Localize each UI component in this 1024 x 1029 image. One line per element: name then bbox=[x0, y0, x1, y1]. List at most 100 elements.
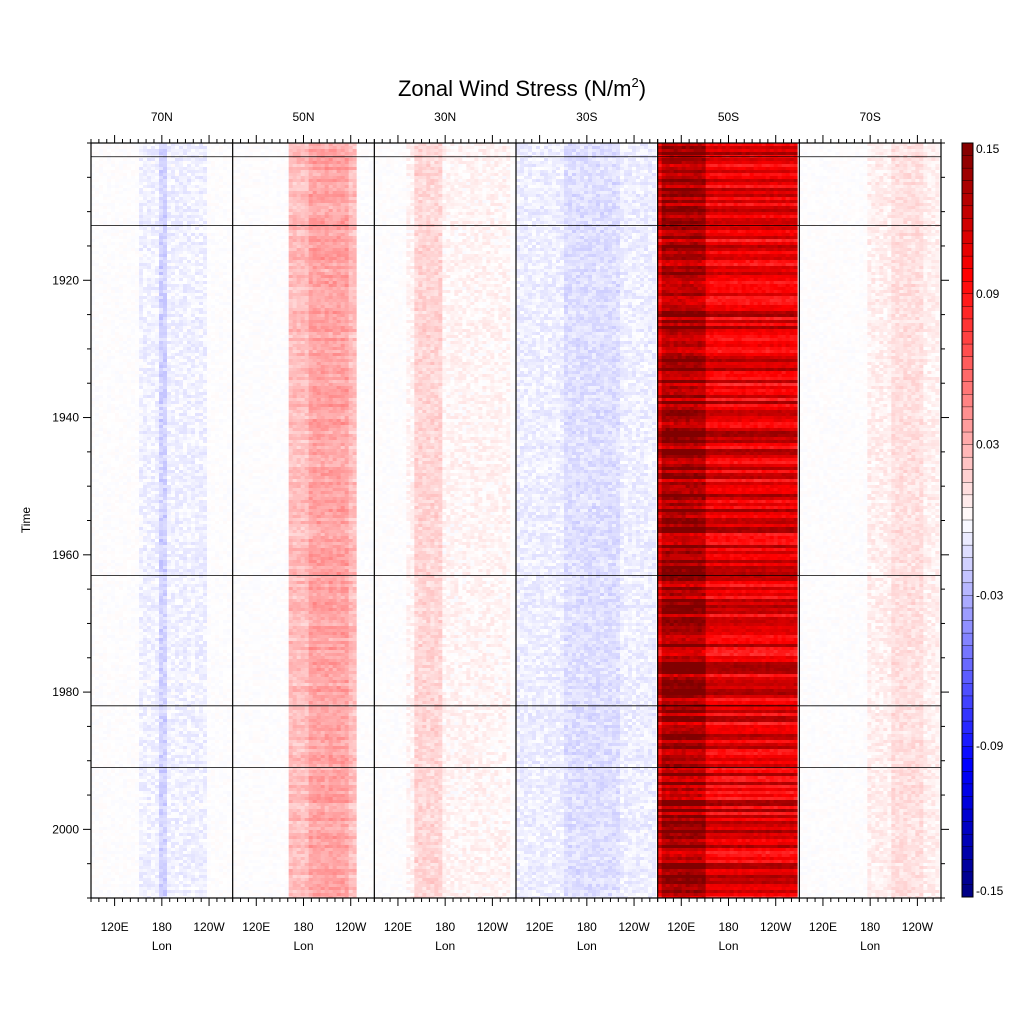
colorbar-segment bbox=[962, 306, 973, 319]
colorbar-segment bbox=[962, 583, 973, 596]
x-tick-label: 180 bbox=[718, 920, 738, 934]
y-tick-label: 1920 bbox=[52, 273, 79, 287]
colorbar-segment bbox=[962, 683, 973, 696]
colorbar-segment bbox=[962, 281, 973, 294]
x-tick-label: 120E bbox=[242, 920, 270, 934]
colorbar-segment bbox=[962, 834, 973, 847]
x-axis-label: Lon bbox=[152, 939, 172, 953]
x-tick-label: 120W bbox=[335, 920, 367, 934]
panel-label-70N: 70N bbox=[151, 110, 173, 124]
x-tick-label: 180 bbox=[577, 920, 597, 934]
colorbar-segment bbox=[962, 872, 973, 885]
colorbar-segment bbox=[962, 495, 973, 508]
x-tick-label: 120E bbox=[809, 920, 837, 934]
colorbar-segment bbox=[962, 231, 973, 244]
panel-field-50N bbox=[233, 143, 375, 899]
colorbar-segment bbox=[962, 796, 973, 809]
colorbar-tick-label: -0.03 bbox=[976, 588, 1004, 602]
colorbar: 0.15 0.09 0.03 -0.03 -0.09 -0.15 bbox=[962, 142, 1004, 898]
colorbar-segment bbox=[962, 507, 973, 520]
panel-label-50S: 50S bbox=[718, 110, 739, 124]
panel-field-30S bbox=[516, 143, 658, 899]
x-tick-label: 120E bbox=[667, 920, 695, 934]
colorbar-tick-label: 0.03 bbox=[976, 438, 1000, 452]
colorbar-segment bbox=[962, 520, 973, 533]
chart-title-superscript: 2 bbox=[631, 75, 638, 90]
colorbar-segment bbox=[962, 457, 973, 470]
y-axis-label: Time bbox=[19, 507, 33, 534]
y-tick-label: 1960 bbox=[52, 548, 79, 562]
panel-field-70N bbox=[91, 143, 233, 899]
x-tick-label: 120W bbox=[477, 920, 509, 934]
colorbar-segment bbox=[962, 558, 973, 571]
colorbar-segment bbox=[962, 419, 973, 432]
x-axis-label: Lon bbox=[435, 939, 455, 953]
colorbar-tick-label: -0.09 bbox=[976, 739, 1004, 753]
colorbar-segment bbox=[962, 570, 973, 583]
chart-title-group: Zonal Wind Stress (N/m2) bbox=[398, 75, 646, 101]
colorbar-tick-label: 0.09 bbox=[976, 287, 1000, 301]
x-tick-label: 120E bbox=[384, 920, 412, 934]
x-tick-label: 120W bbox=[193, 920, 225, 934]
colorbar-segment bbox=[962, 369, 973, 382]
colorbar-segment bbox=[962, 859, 973, 872]
colorbar-segment bbox=[962, 269, 973, 282]
colorbar-segment bbox=[962, 344, 973, 357]
colorbar-segment bbox=[962, 545, 973, 558]
colorbar-segment bbox=[962, 646, 973, 659]
x-axis-label: Lon bbox=[577, 939, 597, 953]
colorbar-segment bbox=[962, 822, 973, 835]
chart-title: Zonal Wind Stress (N/m bbox=[398, 76, 632, 101]
colorbar-segment bbox=[962, 658, 973, 671]
x-axis-label: Lon bbox=[718, 939, 738, 953]
x-tick-label: 180 bbox=[293, 920, 313, 934]
colorbar-segment bbox=[962, 218, 973, 231]
panel-field-50S bbox=[658, 143, 800, 899]
colorbar-segment bbox=[962, 168, 973, 181]
colorbar-segment bbox=[962, 771, 973, 784]
colorbar-segment bbox=[962, 244, 973, 257]
colorbar-segment bbox=[962, 759, 973, 772]
colorbar-segment bbox=[962, 595, 973, 608]
colorbar-segment bbox=[962, 734, 973, 747]
colorbar-segment bbox=[962, 357, 973, 370]
colorbar-segment bbox=[962, 633, 973, 646]
colorbar-segment bbox=[962, 470, 973, 483]
colorbar-segment bbox=[962, 709, 973, 722]
panel-label-30N: 30N bbox=[434, 110, 456, 124]
colorbar-segment bbox=[962, 181, 973, 194]
colorbar-segment bbox=[962, 445, 973, 458]
colorbar-segment bbox=[962, 482, 973, 495]
colorbar-segment bbox=[962, 809, 973, 822]
colorbar-segment bbox=[962, 621, 973, 634]
colorbar-segment bbox=[962, 746, 973, 759]
svg-text:Zonal Wind Stress (N/m2): Zonal Wind Stress (N/m2) bbox=[398, 75, 646, 101]
x-axis-label: Lon bbox=[293, 939, 313, 953]
colorbar-segment bbox=[962, 143, 973, 156]
x-tick-label: 180 bbox=[435, 920, 455, 934]
x-tick-label: 120W bbox=[760, 920, 792, 934]
y-tick-label: 1980 bbox=[52, 685, 79, 699]
x-tick-label: 180 bbox=[152, 920, 172, 934]
x-tick-label: 180 bbox=[860, 920, 880, 934]
panel-label-30S: 30S bbox=[576, 110, 597, 124]
x-tick-label: 120E bbox=[101, 920, 129, 934]
x-axis-label: Lon bbox=[860, 939, 880, 953]
panel-label-50N: 50N bbox=[292, 110, 314, 124]
colorbar-segment bbox=[962, 332, 973, 345]
colorbar-segment bbox=[962, 533, 973, 546]
colorbar-segment bbox=[962, 407, 973, 420]
colorbar-segment bbox=[962, 847, 973, 860]
colorbar-segment bbox=[962, 696, 973, 709]
colorbar-segment bbox=[962, 721, 973, 734]
panel-label-70S: 70S bbox=[859, 110, 880, 124]
colorbar-tick-label: -0.15 bbox=[976, 884, 1004, 898]
colorbar-segment bbox=[962, 382, 973, 395]
colorbar-segment bbox=[962, 294, 973, 307]
y-tick-label: 1940 bbox=[52, 411, 79, 425]
colorbar-tick-label: 0.15 bbox=[976, 142, 1000, 156]
x-tick-label: 120W bbox=[618, 920, 650, 934]
colorbar-segment bbox=[962, 608, 973, 621]
